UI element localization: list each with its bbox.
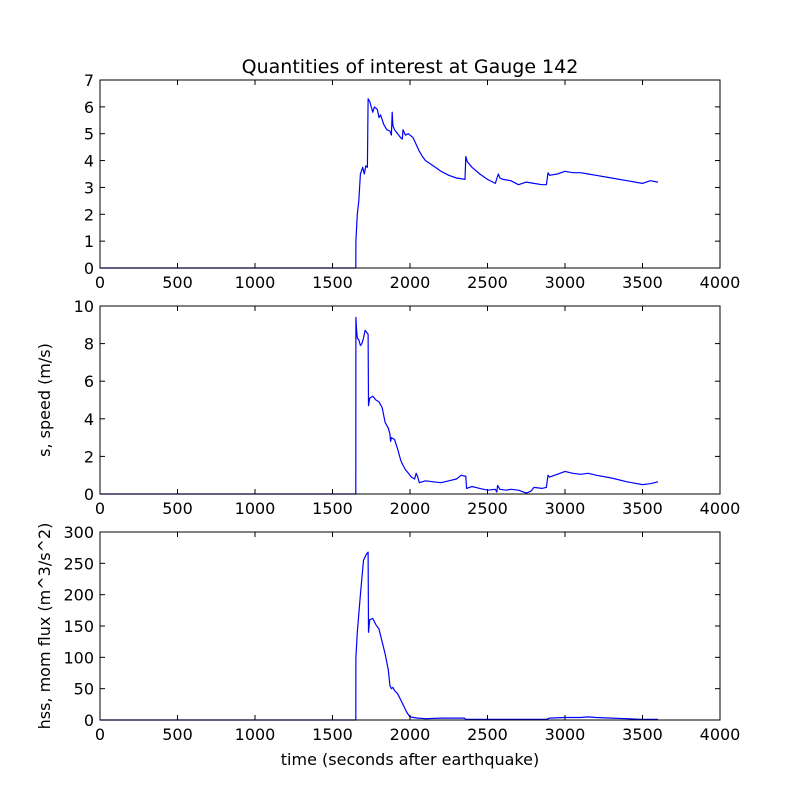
x-tick-label: 3500 bbox=[622, 499, 663, 518]
x-tick-label: 1500 bbox=[312, 273, 353, 292]
x-tick-label: 3500 bbox=[622, 273, 663, 292]
x-tick-label: 4000 bbox=[700, 273, 741, 292]
y-tick-label: 0 bbox=[84, 485, 94, 504]
x-tick-label: 500 bbox=[162, 725, 193, 744]
y-tick-label: 4 bbox=[84, 152, 94, 171]
x-tick-label: 3500 bbox=[622, 725, 663, 744]
y-tick-label: 5 bbox=[84, 125, 94, 144]
x-tick-label: 4000 bbox=[700, 725, 741, 744]
y-axis-label: hss, mom flux (m^3/s^2) bbox=[35, 523, 54, 730]
x-tick-label: 4000 bbox=[700, 499, 741, 518]
x-tick-label: 2000 bbox=[390, 499, 431, 518]
x-tick-label: 2000 bbox=[390, 273, 431, 292]
y-tick-label: 150 bbox=[63, 617, 94, 636]
x-tick-label: 2500 bbox=[467, 273, 508, 292]
y-tick-label: 2 bbox=[84, 205, 94, 224]
y-tick-label: 300 bbox=[63, 523, 94, 542]
y-tick-label: 250 bbox=[63, 554, 94, 573]
series-line-3 bbox=[100, 551, 658, 721]
series-line-1 bbox=[100, 98, 659, 269]
x-tick-label: 0 bbox=[95, 725, 105, 744]
y-tick-label: 2 bbox=[84, 447, 94, 466]
x-tick-label: 3000 bbox=[545, 499, 586, 518]
series-line-2 bbox=[100, 316, 659, 495]
x-tick-label: 1000 bbox=[235, 273, 276, 292]
y-tick-label: 1 bbox=[84, 232, 94, 251]
x-tick-label: 500 bbox=[162, 273, 193, 292]
subplot-3: 0 500 1000 1500 2000 2500 3000 3500 4000 0 50 100 15… bbox=[35, 523, 740, 769]
plots-container: 0 500 1000 1500 2000 2500 3000 3500 400001234567… bbox=[35, 71, 740, 769]
y-tick-label: 10 bbox=[74, 297, 94, 316]
y-tick-label: 8 bbox=[84, 335, 94, 354]
y-tick-label: 50 bbox=[74, 680, 94, 699]
figure-title: Quantities of interest at Gauge 142 bbox=[242, 56, 579, 78]
subplot-2: 0 500 1000 1500 2000 2500 3000 3500 4000 0 2 4 6 8 10 s… bbox=[35, 297, 740, 518]
x-tick-label: 3000 bbox=[545, 273, 586, 292]
y-tick-label: 7 bbox=[84, 71, 94, 90]
x-tick-label: 0 bbox=[95, 273, 105, 292]
y-axis-label: s, speed (m/s) bbox=[35, 343, 54, 457]
y-tick-label: 6 bbox=[84, 98, 94, 117]
x-axis-label: time (seconds after earthquake) bbox=[281, 750, 539, 769]
y-tick-label: 0 bbox=[84, 259, 94, 278]
x-tick-label: 2000 bbox=[390, 725, 431, 744]
y-tick-label: 3 bbox=[84, 178, 94, 197]
x-tick-label: 0 bbox=[95, 499, 105, 518]
x-tick-label: 3000 bbox=[545, 725, 586, 744]
x-tick-label: 1000 bbox=[235, 499, 276, 518]
y-tick-label: 0 bbox=[84, 711, 94, 730]
y-tick-label: 4 bbox=[84, 410, 94, 429]
x-tick-label: 2500 bbox=[467, 499, 508, 518]
subplot-1: 0 500 1000 1500 2000 2500 3000 3500 4000 0 1 2 3 4 5 6 7 bbox=[84, 71, 741, 292]
y-tick-label: 200 bbox=[63, 586, 94, 605]
y-tick-label: 6 bbox=[84, 372, 94, 391]
x-tick-label: 500 bbox=[162, 499, 193, 518]
x-tick-label: 2500 bbox=[467, 725, 508, 744]
x-tick-label: 1000 bbox=[235, 725, 276, 744]
x-tick-label: 1500 bbox=[312, 499, 353, 518]
y-tick-label: 100 bbox=[63, 648, 94, 667]
x-tick-label: 1500 bbox=[312, 725, 353, 744]
